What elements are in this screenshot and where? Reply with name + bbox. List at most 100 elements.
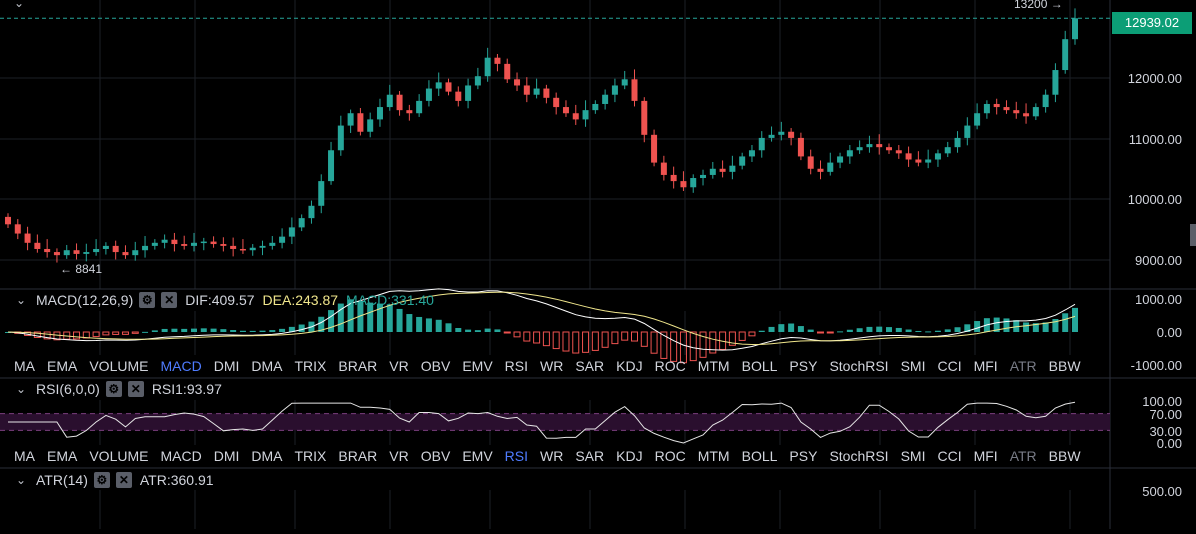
tab-atr[interactable]: ATR	[1009, 358, 1037, 374]
tab-trix[interactable]: TRIX	[294, 448, 327, 464]
tab-volume[interactable]: VOLUME	[89, 448, 149, 464]
candle-body	[983, 103, 990, 114]
side-drag-handle[interactable]	[1190, 224, 1196, 246]
tab-stochrsi[interactable]: StochRSI	[829, 448, 889, 464]
tab-ma[interactable]: MA	[14, 358, 35, 374]
tab-volume[interactable]: VOLUME	[89, 358, 149, 374]
candle-body	[445, 82, 452, 92]
tab-psy[interactable]: PSY	[789, 448, 818, 464]
candle-body	[1023, 113, 1030, 117]
tab-stochrsi[interactable]: StochRSI	[829, 358, 889, 374]
tab-mtm[interactable]: MTM	[697, 358, 730, 374]
macd-histogram-bar	[161, 328, 168, 332]
macd-histogram-bar	[846, 329, 853, 332]
settings-gear-icon[interactable]: ⚙	[105, 381, 122, 397]
settings-gear-icon[interactable]: ⚙	[139, 292, 156, 308]
macd-histogram-bar	[171, 328, 178, 332]
tab-cci[interactable]: CCI	[937, 358, 962, 374]
chevron-down-icon[interactable]: ⌄	[16, 293, 27, 307]
tab-wr[interactable]: WR	[540, 358, 564, 374]
tab-atr[interactable]: ATR	[1009, 448, 1037, 464]
chevron-down-icon[interactable]: ⌄	[16, 473, 27, 487]
tab-kdj[interactable]: KDJ	[616, 448, 643, 464]
candle-body	[553, 97, 560, 108]
collapse-chevron-icon[interactable]: ⌄	[14, 0, 25, 10]
price-axis-label: 10000.00	[1127, 192, 1182, 207]
macd-histogram-bar	[484, 328, 491, 332]
chevron-down-icon[interactable]: ⌄	[16, 382, 27, 396]
price-axis-label: 11000.00	[1128, 132, 1182, 147]
tab-macd[interactable]: MACD	[160, 448, 202, 464]
candle-body	[1013, 110, 1020, 114]
tab-vr[interactable]: VR	[389, 358, 409, 374]
tab-dmi[interactable]: DMI	[213, 358, 240, 374]
tab-dma[interactable]: DMA	[251, 358, 283, 374]
tab-mfi[interactable]: MFI	[973, 358, 998, 374]
candle-body	[925, 159, 932, 163]
tab-vr[interactable]: VR	[389, 448, 409, 464]
candle-body	[807, 156, 814, 169]
tab-psy[interactable]: PSY	[789, 358, 818, 374]
tab-mtm[interactable]: MTM	[697, 448, 730, 464]
tab-brar[interactable]: BRAR	[338, 358, 378, 374]
macd-histogram-bar	[807, 329, 814, 332]
candle-body	[778, 131, 785, 135]
tab-bbw[interactable]: BBW	[1048, 448, 1081, 464]
close-icon[interactable]: ✕	[161, 292, 178, 308]
tab-cci[interactable]: CCI	[937, 448, 962, 464]
candle-body	[435, 82, 442, 89]
macd-histogram-bar	[826, 331, 834, 334]
tab-mfi[interactable]: MFI	[973, 448, 998, 464]
tab-smi[interactable]: SMI	[900, 358, 926, 374]
candle-body	[719, 168, 726, 172]
tab-rsi[interactable]: RSI	[504, 358, 529, 374]
macd-axis-label: 1000.00	[1135, 292, 1182, 307]
macd-histogram-bar	[396, 308, 403, 332]
macd-histogram-bar	[347, 299, 354, 332]
close-icon[interactable]: ✕	[127, 381, 144, 397]
macd-histogram-bar	[279, 328, 286, 332]
tab-wr[interactable]: WR	[540, 448, 564, 464]
tab-bbw[interactable]: BBW	[1048, 358, 1081, 374]
tab-kdj[interactable]: KDJ	[616, 358, 643, 374]
tab-ema[interactable]: EMA	[47, 448, 78, 464]
settings-gear-icon[interactable]: ⚙	[93, 472, 110, 488]
candle-body	[14, 224, 21, 234]
macd-histogram-bar	[905, 329, 912, 332]
macd-histogram-bar	[112, 331, 120, 335]
tab-rsi[interactable]: RSI	[504, 448, 529, 464]
tab-emv[interactable]: EMV	[462, 358, 493, 374]
macd-histogram-bar	[748, 331, 756, 337]
candle-body	[954, 137, 961, 148]
tab-obv[interactable]: OBV	[420, 448, 451, 464]
tab-emv[interactable]: EMV	[462, 448, 493, 464]
tab-trix[interactable]: TRIX	[294, 358, 327, 374]
candle-body	[1042, 94, 1049, 108]
tab-sar[interactable]: SAR	[575, 448, 605, 464]
tab-smi[interactable]: SMI	[900, 448, 926, 464]
macd-histogram-bar	[964, 324, 971, 332]
tab-roc[interactable]: ROC	[654, 448, 686, 464]
atr-title: ATR(14)	[36, 472, 88, 488]
macd-histogram-bar	[288, 326, 295, 332]
tab-sar[interactable]: SAR	[575, 358, 605, 374]
tab-macd[interactable]: MACD	[160, 358, 202, 374]
tab-ema[interactable]: EMA	[47, 358, 78, 374]
close-icon[interactable]: ✕	[115, 472, 132, 488]
tab-boll[interactable]: BOLL	[741, 448, 778, 464]
tab-ma[interactable]: MA	[14, 448, 35, 464]
macd-histogram-bar	[562, 331, 570, 352]
macd-histogram-bar	[239, 330, 246, 332]
tab-roc[interactable]: ROC	[654, 358, 686, 374]
tab-dma[interactable]: DMA	[251, 448, 283, 464]
macd-histogram-bar	[1062, 313, 1069, 332]
tab-boll[interactable]: BOLL	[741, 358, 778, 374]
candle-body	[817, 168, 824, 172]
macd-histogram-bar	[131, 331, 139, 334]
tab-obv[interactable]: OBV	[420, 358, 451, 374]
candle-body	[651, 134, 658, 163]
tab-dmi[interactable]: DMI	[213, 448, 240, 464]
candle-body	[5, 216, 11, 225]
tab-brar[interactable]: BRAR	[338, 448, 378, 464]
